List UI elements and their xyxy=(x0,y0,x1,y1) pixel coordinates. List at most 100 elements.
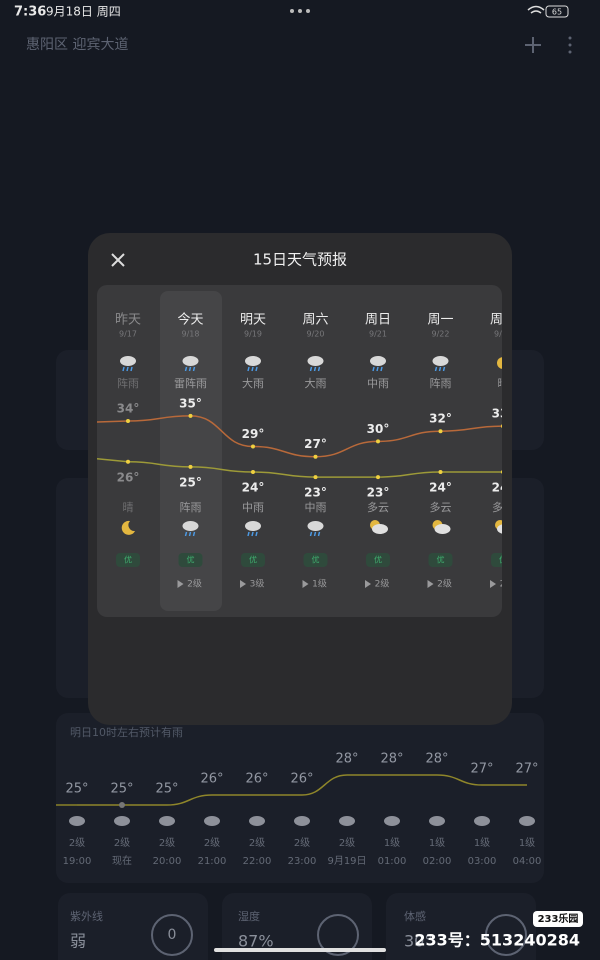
hourly-wind: 2级 xyxy=(159,837,175,849)
add-button[interactable] xyxy=(525,37,541,53)
low-temp: 24° xyxy=(242,481,265,495)
high-temp: 34° xyxy=(117,402,140,416)
info-label: 湿度 xyxy=(238,909,260,923)
wind-arrow xyxy=(302,580,309,588)
dot xyxy=(290,9,294,13)
day-date: 9/18 xyxy=(182,330,200,339)
weather-icon xyxy=(182,356,199,366)
hourly-icon xyxy=(339,816,355,826)
wind: 2级 xyxy=(375,578,390,590)
status-time: 7:36 xyxy=(14,5,46,20)
battery-icon xyxy=(545,5,569,18)
hourly-time: 03:00 xyxy=(468,856,497,867)
info-card xyxy=(386,893,536,960)
wind: 2级 xyxy=(437,578,452,590)
hourly-icon xyxy=(429,816,445,826)
low-dot xyxy=(188,464,193,469)
status-date: 9月18日 周四 xyxy=(46,5,121,19)
hourly-time: 19:00 xyxy=(63,856,92,867)
hourly-wind: 2级 xyxy=(114,837,130,849)
weather-icon xyxy=(372,524,388,534)
hourly-time: 04:00 xyxy=(513,856,542,867)
dot xyxy=(298,9,302,13)
info-label: 体感 xyxy=(404,909,426,923)
day-date: 9/19 xyxy=(244,330,262,339)
hourly-wind: 2级 xyxy=(249,837,265,849)
night-weather: 中雨 xyxy=(305,501,327,514)
location: 惠阳区 迎宾大道 xyxy=(26,37,128,53)
day-date: 9/20 xyxy=(307,330,325,339)
rain-drop xyxy=(126,366,129,372)
hourly-icon xyxy=(69,816,85,826)
day-weather: 大雨 xyxy=(305,376,327,390)
weather-icon xyxy=(432,356,449,366)
rain-drop xyxy=(188,366,192,372)
high-dot xyxy=(126,419,130,423)
info-gauge xyxy=(317,914,359,956)
weather-icon xyxy=(245,356,261,366)
info-value: 30° xyxy=(404,932,432,951)
home-indicator xyxy=(214,948,386,952)
hourly-note: 明日10时左右预计有雨 xyxy=(70,725,183,739)
aqi: 优 xyxy=(312,555,320,565)
hourly-icon xyxy=(114,816,130,826)
high-dot xyxy=(188,413,193,418)
high-dot xyxy=(438,429,443,434)
day-date: 9/22 xyxy=(432,330,450,339)
hourly-wind: 2级 xyxy=(69,837,85,849)
rain-drop xyxy=(255,366,258,372)
menu-dot xyxy=(568,43,572,47)
uv-gauge: 0 xyxy=(168,927,177,943)
menu-dot xyxy=(568,36,572,40)
day-name: 周六 xyxy=(302,313,328,328)
hourly-icon xyxy=(519,816,535,826)
today-highlight xyxy=(160,291,222,611)
wind-arrow xyxy=(177,580,184,588)
brand: 233乐园 xyxy=(538,912,579,925)
hourly-temp: 26° xyxy=(245,772,268,787)
watermark-id: 233号：513240284 xyxy=(414,931,580,950)
weather-icon xyxy=(120,356,136,366)
hourly-time: 现在 xyxy=(112,855,132,867)
weather-icon xyxy=(370,356,386,366)
brand-badge xyxy=(533,911,583,927)
rain-drop xyxy=(313,531,317,537)
hourly-time: 01:00 xyxy=(378,856,407,867)
day-name: 昨天 xyxy=(115,313,141,328)
low-dot xyxy=(438,470,443,474)
rain-drop xyxy=(380,366,383,372)
rain-drop xyxy=(317,366,321,372)
hourly-icon xyxy=(159,816,175,826)
hourly-wind: 1级 xyxy=(474,837,490,849)
high-temp: 27° xyxy=(304,437,327,451)
weather-icon xyxy=(307,521,324,531)
close-button[interactable] xyxy=(111,253,125,267)
wind-arrow xyxy=(490,580,496,588)
day-name: 周日 xyxy=(365,313,391,328)
hourly-icon xyxy=(294,816,310,826)
hourly-icon xyxy=(204,816,220,826)
info-gauge xyxy=(485,914,527,956)
wind: 2级 xyxy=(187,578,202,590)
hourly-wind: 1级 xyxy=(429,837,445,849)
rain-drop xyxy=(192,366,196,372)
rain-drop xyxy=(434,366,438,372)
rain-drop xyxy=(251,531,254,537)
high-temp: 32° xyxy=(429,412,452,426)
aqi-pill xyxy=(116,553,140,567)
hourly-icon xyxy=(474,816,490,826)
low-dot xyxy=(251,470,255,474)
rain-drop xyxy=(442,366,446,372)
aqi: 优 xyxy=(124,555,132,565)
hourly-wind: 1级 xyxy=(519,837,535,849)
day-name: 周一 xyxy=(427,313,453,328)
aqi: 优 xyxy=(374,555,382,565)
low-temp: 26° xyxy=(117,470,140,484)
rain-drop xyxy=(313,366,317,372)
night-weather: 多云 xyxy=(367,500,389,514)
rain-drop xyxy=(255,531,258,537)
wind: 3级 xyxy=(250,578,265,590)
hourly-temp: 25° xyxy=(110,782,133,797)
weather-icon xyxy=(497,524,502,534)
